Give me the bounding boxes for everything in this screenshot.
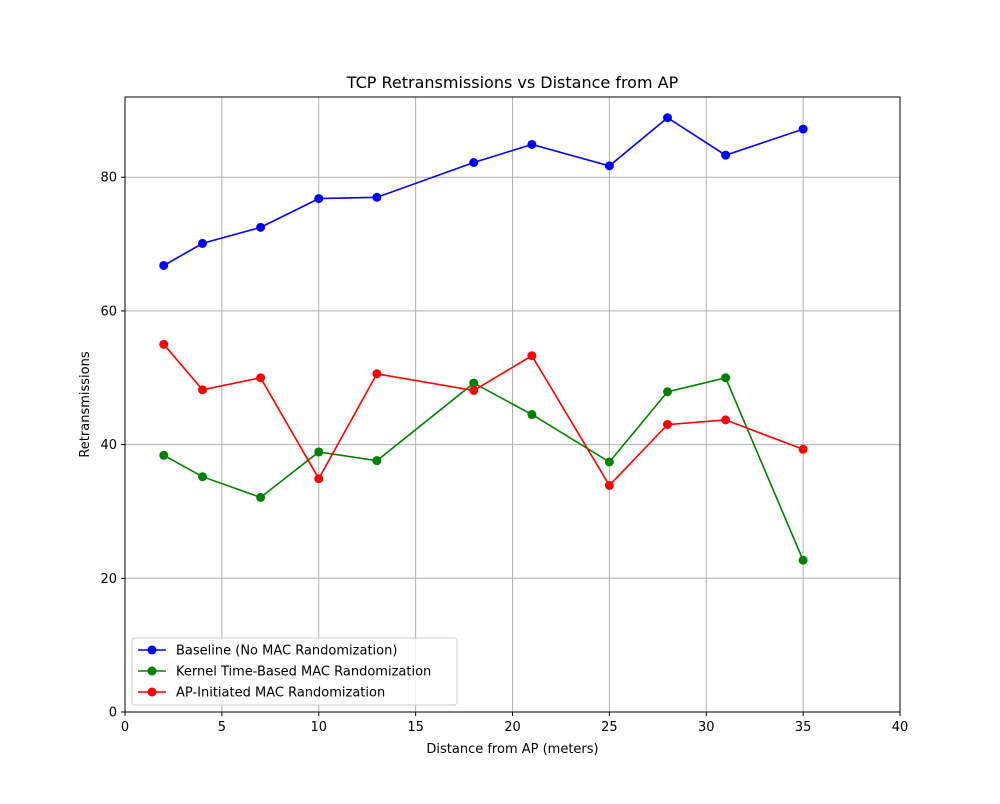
series-1-data-point [256,492,266,502]
series-1-data-point [314,447,324,457]
series-2-data-point [798,444,808,454]
series-2-data-point [604,480,614,490]
series-0-data-point [314,194,324,204]
series-2-data-point [314,474,324,484]
legend-label-2: AP-Initiated MAC Randomization [176,686,385,701]
series-1-data-point [198,472,207,482]
series-1-data-point [527,410,537,420]
series-0-data-point [469,158,479,168]
series-1-data-point [469,378,479,388]
x-axis-label: Distance from AP (meters) [426,742,598,757]
x-tick-label: 10 [310,720,327,735]
y-tick-label: 0 [109,706,117,721]
y-tick-label: 40 [100,438,117,453]
legend-marker-0 [147,645,157,655]
series-1-data-point [798,555,808,565]
series-2-data-point [256,373,266,383]
series-2-data-point [372,369,382,379]
series-2-data-point [198,385,207,395]
axis-ticks: 0 5 10 15 20 25 30 35 40 0 20 40 60 80 [100,171,908,735]
series-0-data-point [372,192,382,202]
series-2-data-point [663,420,672,430]
series-2-data-point [527,351,537,361]
series-layer [159,113,808,565]
series-0-data-point [663,113,672,123]
series-0-data-point [604,161,614,171]
y-axis-label: Retransmissions [78,351,93,457]
legend-label-1: Kernel Time-Based MAC Randomization [176,665,431,680]
series-0-data-point [198,238,207,248]
x-tick-label: 30 [698,720,715,735]
x-tick-label: 40 [892,720,909,735]
x-tick-label: 20 [504,720,521,735]
series-0-data-point [798,124,808,134]
series-1-data-point [604,457,614,467]
series-0-data-point [527,139,537,149]
x-tick-label: 0 [121,720,129,735]
x-tick-label: 35 [795,720,812,735]
y-tick-label: 80 [100,171,117,186]
series-0-data-point [256,222,266,232]
x-tick-label: 15 [407,720,424,735]
chart-title: TCP Retransmissions vs Distance from AP [346,73,679,92]
y-tick-label: 20 [100,572,117,587]
legend-label-0: Baseline (No MAC Randomization) [176,644,397,659]
series-2-data-point [469,385,479,395]
series-1-data-point [372,456,382,466]
series-0-data-point [159,260,169,270]
legend: Baseline (No MAC Randomization) Kernel Ti… [131,637,458,706]
legend-marker-1 [147,666,157,676]
x-tick-label: 25 [601,720,618,735]
x-tick-label: 5 [218,720,226,735]
y-tick-label: 60 [100,304,117,319]
series-1-data-point [721,373,731,383]
series-0-data-point [721,150,731,160]
series-2-data-point [159,339,169,349]
legend-box [131,637,458,706]
series-1-data-point [159,450,169,460]
series-2-data-point [721,415,731,425]
legend-marker-2 [147,687,157,697]
series-1-data-point [663,387,672,397]
